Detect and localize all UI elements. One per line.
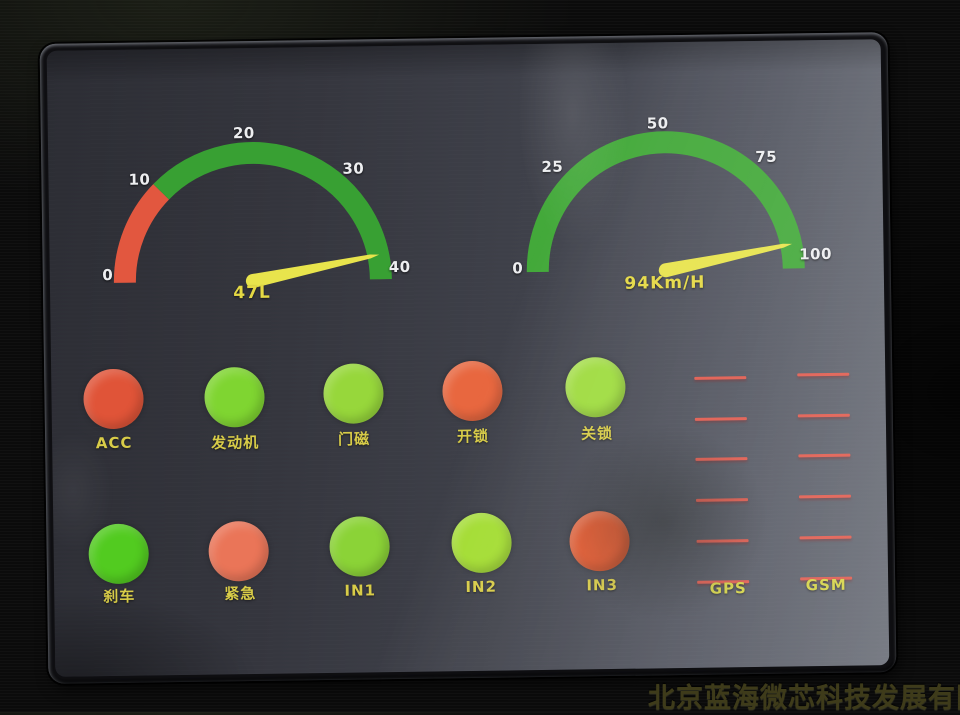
fuel-gauge-arc-normal [153, 142, 392, 280]
led-label-in2: IN2 [465, 577, 498, 597]
gps-signal-bar [694, 376, 747, 380]
gps-label: GPS [709, 579, 747, 598]
led-lock [565, 356, 626, 418]
speed-tick-50: 50 [646, 114, 669, 133]
led-label-engine: 发动机 [211, 433, 260, 453]
gps-signal-bar [695, 498, 749, 502]
led-door-magnet [323, 363, 384, 425]
fuel-gauge-needle [245, 254, 380, 288]
screen-content: 0 10 20 30 40 47L 0 25 50 75 100 94Km/H … [40, 32, 897, 684]
led-in2 [451, 512, 512, 574]
speed-value-label: 94Km/H [624, 272, 706, 294]
led-label-emergency: 紧急 [224, 584, 257, 603]
fuel-gauge-arc-low [113, 184, 170, 283]
led-emergency [208, 520, 270, 582]
gps-signal-bar [696, 539, 749, 543]
gsm-signal-bar [797, 413, 850, 418]
led-label-unlock: 开锁 [456, 427, 490, 446]
led-brake [88, 523, 150, 585]
speed-gauge-arc [526, 131, 805, 273]
gsm-signal-bar [798, 453, 851, 458]
gsm-signal-bar [797, 372, 850, 377]
gsm-label: GSM [805, 575, 847, 595]
gsm-signal-bar [799, 535, 852, 540]
led-label-acc: ACC [95, 433, 133, 453]
speed-tick-100: 100 [799, 244, 833, 264]
led-label-in1: IN1 [344, 581, 377, 600]
fuel-tick-30: 30 [342, 159, 365, 178]
led-in1 [329, 516, 391, 577]
led-unlock [442, 360, 503, 422]
gsm-signal-bar [798, 494, 851, 499]
led-in3 [569, 510, 630, 572]
fuel-tick-40: 40 [388, 257, 411, 277]
led-label-door-magnet: 门磁 [337, 429, 371, 449]
speed-gauge-needle [658, 243, 793, 278]
fuel-tick-10: 10 [128, 170, 151, 189]
fuel-gauge [113, 142, 392, 288]
speed-tick-0: 0 [512, 259, 524, 278]
speed-gauge [526, 131, 805, 278]
device-screen-panel: 0 10 20 30 40 47L 0 25 50 75 100 94Km/H … [39, 32, 897, 684]
fuel-value-label: 47L [233, 282, 271, 304]
led-label-brake: 刹车 [103, 587, 136, 606]
led-acc [83, 368, 144, 430]
gps-signal-bar [695, 457, 748, 461]
led-engine [204, 366, 265, 428]
fuel-tick-0: 0 [102, 265, 114, 285]
gps-signal-bar [694, 417, 747, 421]
led-label-in3: IN3 [586, 575, 619, 595]
led-label-lock: 关锁 [580, 424, 614, 443]
speed-tick-75: 75 [755, 147, 778, 166]
fuel-tick-20: 20 [232, 123, 255, 143]
bezel-watermark-text: 北京蓝海微芯科技发展有限公司 [648, 683, 960, 714]
speed-tick-25: 25 [541, 157, 564, 176]
